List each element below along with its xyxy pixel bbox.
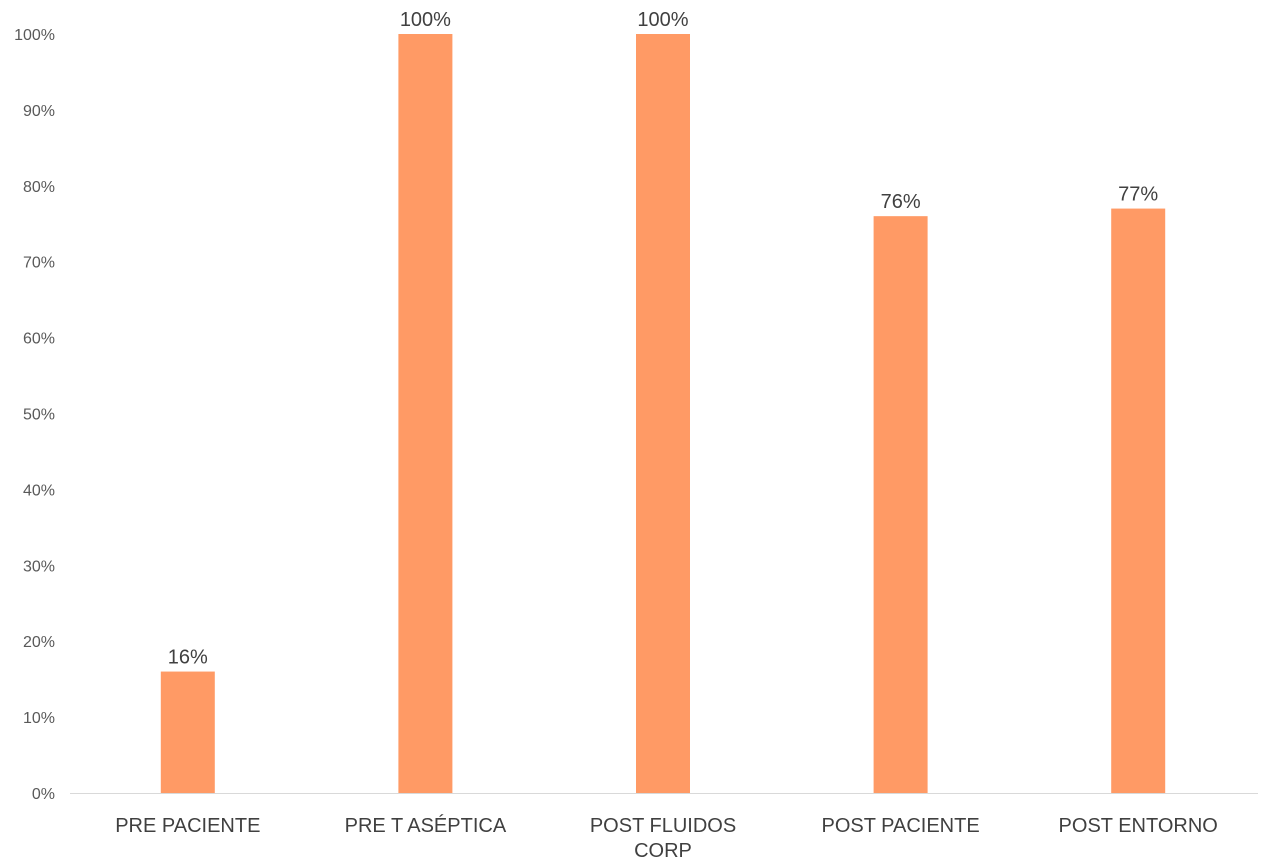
x-category-label: POST PACIENTE [822, 815, 980, 837]
y-tick-label: 10% [23, 710, 55, 727]
y-tick-label: 80% [23, 179, 55, 196]
y-tick-label: 90% [23, 103, 55, 120]
x-axis-labels: PRE PACIENTE PRE T ASÉPTICA POST FLUIDOS CO… [115, 814, 1218, 862]
x-category-label: POST FLUIDOS [590, 815, 736, 837]
y-tick-label: 20% [23, 634, 55, 651]
x-category-label: PRE T ASÉPTICA [345, 814, 507, 837]
y-tick-label: 0% [32, 786, 55, 803]
data-label: 16% [168, 647, 208, 669]
data-labels-group: 16% 100% 100% 76% 77% [168, 9, 1159, 669]
bar [1111, 208, 1166, 793]
x-category-label: PRE PACIENTE [115, 815, 260, 837]
y-tick-label: 70% [23, 255, 55, 272]
y-tick-label: 40% [23, 482, 55, 499]
bars-group [160, 34, 1166, 793]
x-category-label: CORP [634, 840, 692, 860]
y-tick-label: 30% [23, 558, 55, 575]
data-label: 77% [1118, 184, 1158, 206]
bar [160, 671, 215, 793]
y-tick-label: 100% [14, 27, 55, 44]
y-tick-label: 60% [23, 331, 55, 348]
data-label: 100% [637, 9, 688, 31]
y-axis-ticks: 0% 10% 20% 30% 40% 50% 60% 70% 80% 90% 100% [14, 27, 55, 803]
bar [873, 216, 928, 793]
y-tick-label: 50% [23, 407, 55, 424]
data-label: 76% [881, 191, 921, 213]
bar [636, 34, 690, 793]
x-category-label: POST ENTORNO [1059, 815, 1218, 837]
data-label: 100% [400, 9, 451, 31]
bar [398, 34, 453, 793]
